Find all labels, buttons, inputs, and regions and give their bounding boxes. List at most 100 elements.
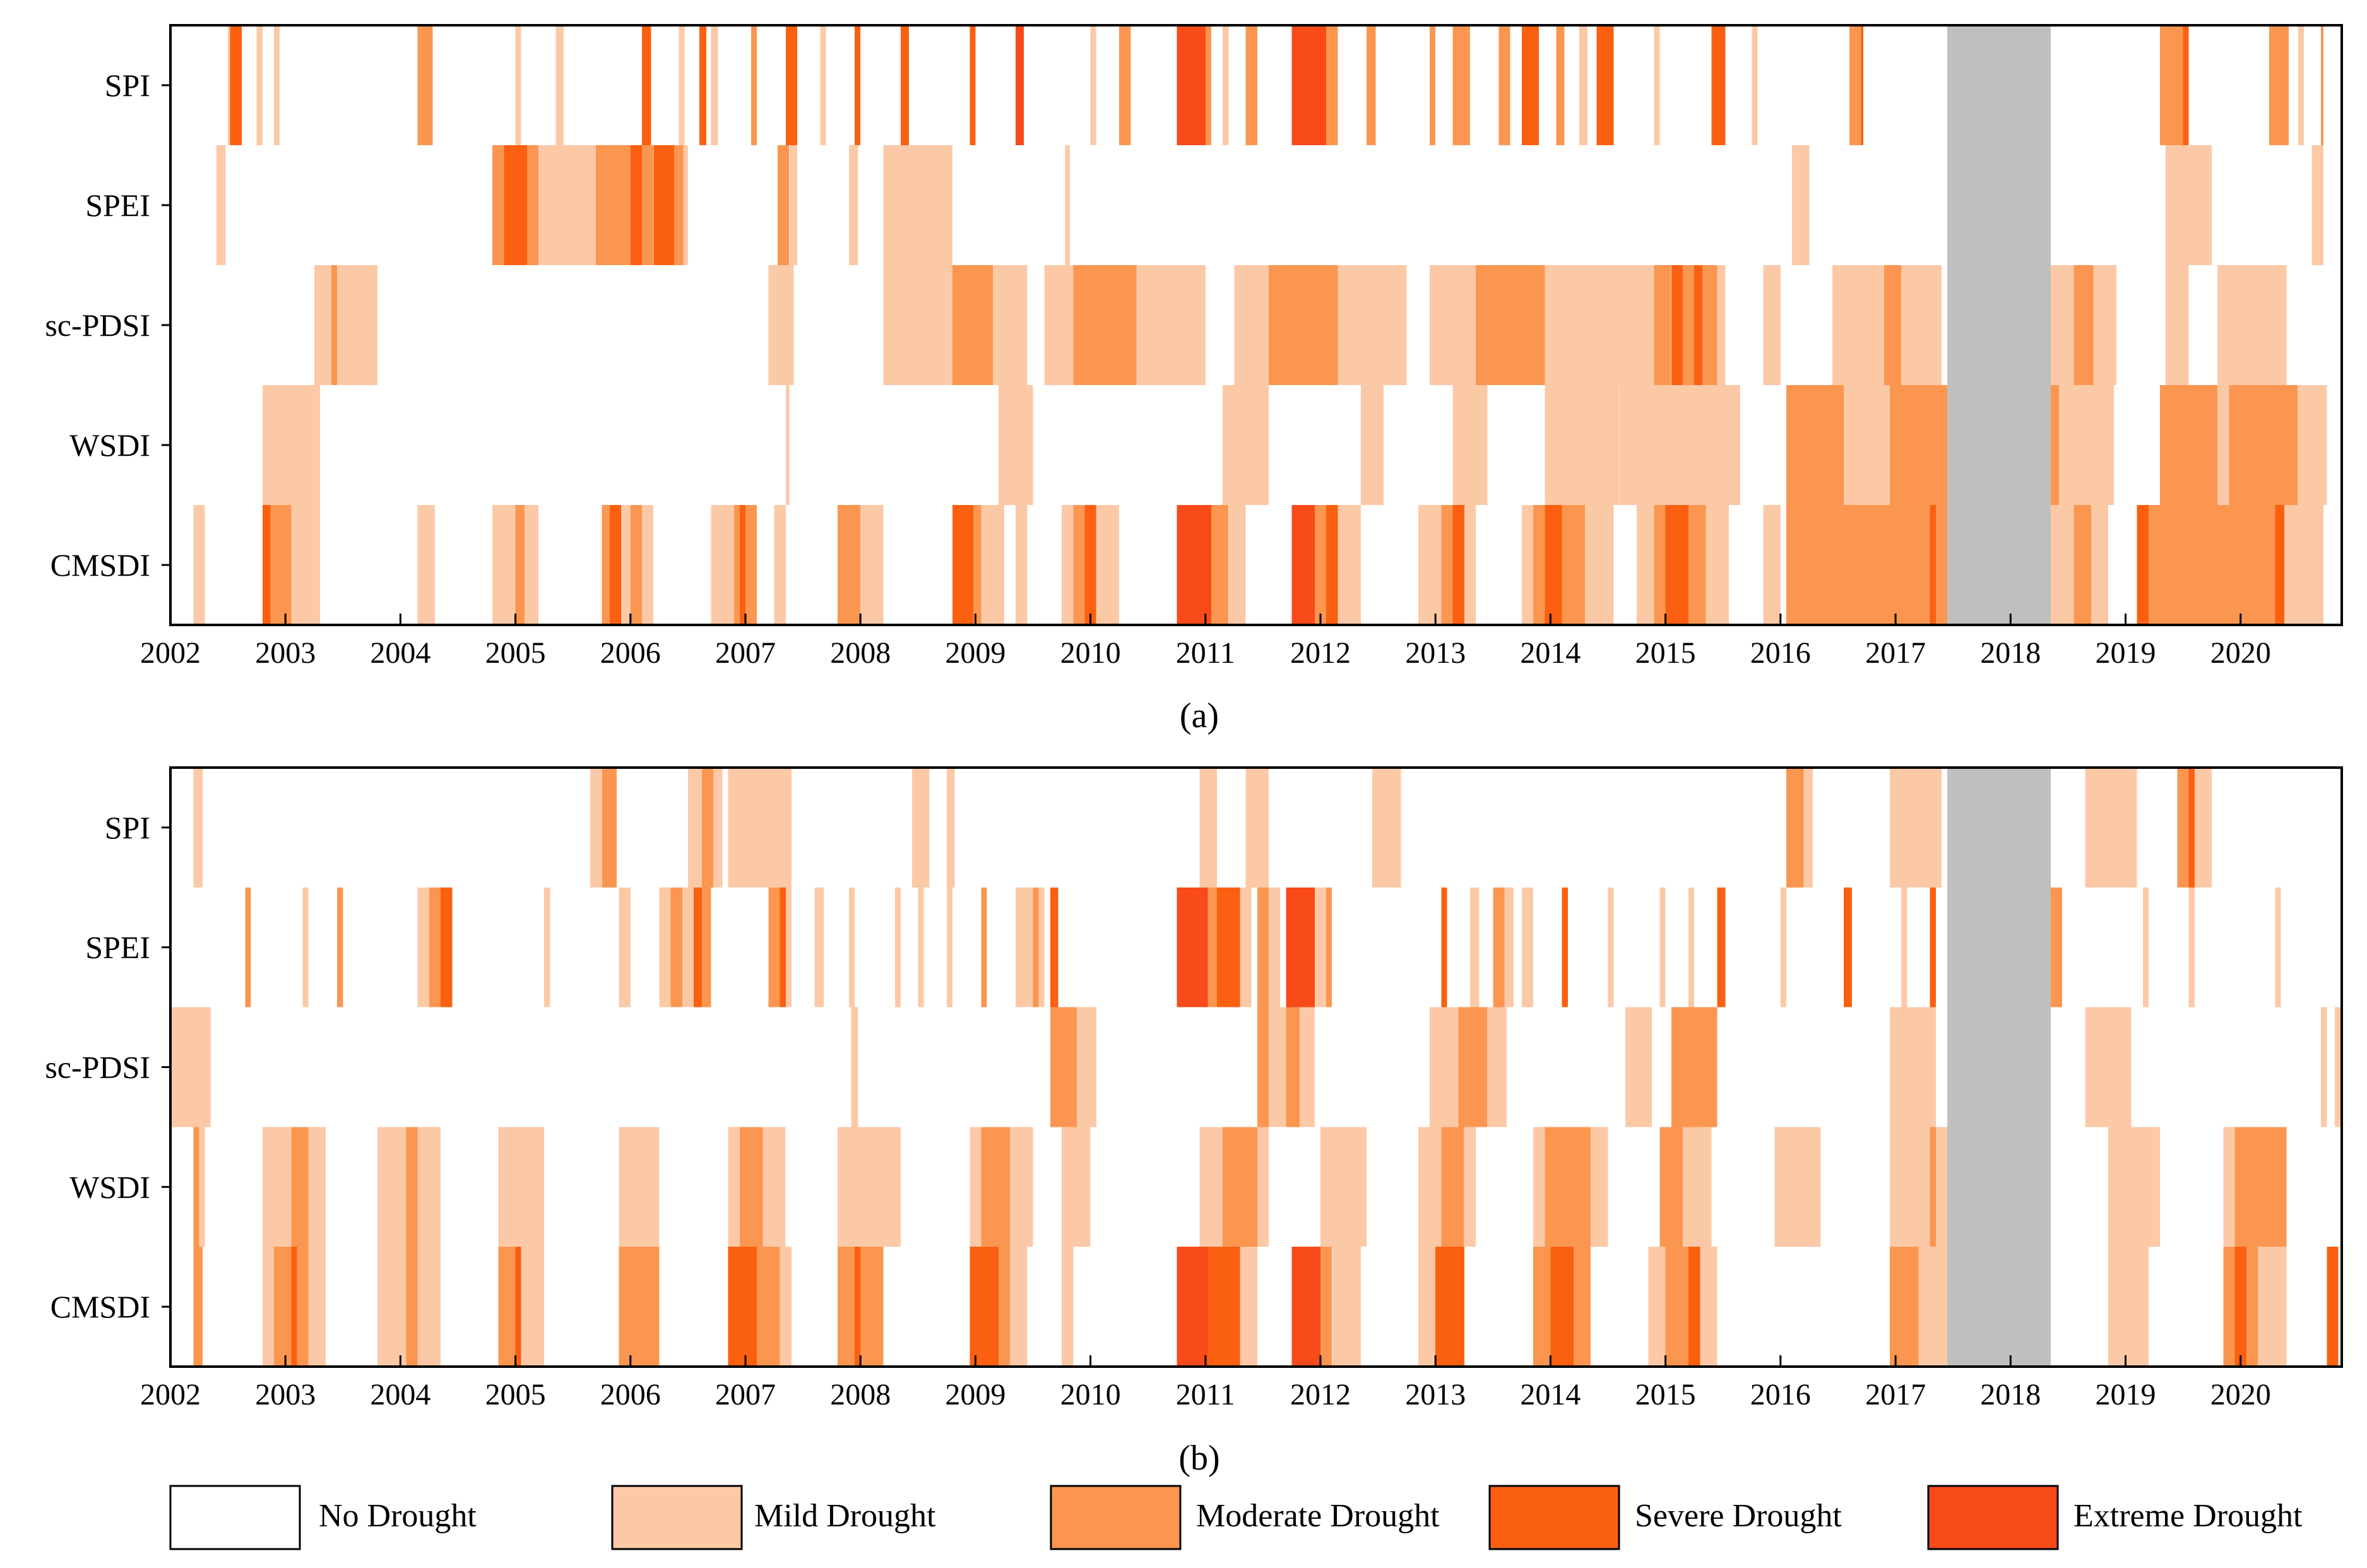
drought-cell-spi-15 [2085, 768, 2137, 888]
drought-cell-spei-1 [492, 145, 504, 265]
drought-cell-cmsdi-9 [610, 505, 622, 625]
drought-cell-cmsdi-39 [1889, 1247, 1919, 1367]
drought-cell-cmsdi-1 [262, 505, 271, 625]
drought-cell-cmsdi-41 [1545, 505, 1562, 625]
drought-cell-cmsdi-12 [642, 505, 654, 625]
drought-cell-wsdi-10 [1844, 385, 1890, 505]
drought-cell-spi-37 [1849, 25, 1861, 145]
legend-label-severe: Severe Drought [1635, 1498, 1842, 1534]
drought-cell-cmsdi-11 [630, 505, 642, 625]
drought-cell-sc-pdsi-5 [1269, 1007, 1286, 1127]
drought-cell-spei-22 [1016, 887, 1033, 1007]
drought-cell-cmsdi-47 [1688, 505, 1706, 625]
x-tick-label-2005: 2005 [485, 636, 546, 670]
drought-cell-wsdi-35 [1935, 1127, 1947, 1247]
x-tick-label-2014: 2014 [1520, 636, 1581, 670]
drought-cell-spei-37 [1493, 887, 1505, 1007]
drought-cell-spi-22 [1223, 25, 1229, 145]
drought-cell-cmsdi-27 [1096, 505, 1120, 625]
drought-cell-cmsdi-5 [308, 1247, 326, 1367]
drought-cell-spi-17 [2188, 768, 2195, 888]
drought-cell-sc-pdsi-21 [1717, 265, 1726, 385]
drought-cell-cmsdi-24 [1062, 505, 1074, 625]
drought-cell-spi-25 [1326, 25, 1338, 145]
drought-cell-spei-17 [2166, 145, 2212, 265]
drought-cell-spi-41 [2269, 25, 2289, 145]
drought-cell-cmsdi-30 [1228, 505, 1246, 625]
drought-cell-sc-pdsi-9 [1458, 1007, 1488, 1127]
drought-cell-cmsdi-42 [1562, 505, 1586, 625]
drought-cell-wsdi-11 [1889, 385, 1913, 505]
drought-cell-sc-pdsi-17 [1671, 265, 1683, 385]
drought-cell-cmsdi-4 [297, 1247, 309, 1367]
drought-cell-cmsdi-7 [525, 505, 539, 625]
drought-cell-spei-26 [1177, 887, 1208, 1007]
drought-cell-spei-7 [619, 887, 631, 1007]
drought-cell-cmsdi-8 [602, 505, 610, 625]
drought-cell-cmsdi-46 [2327, 1247, 2339, 1367]
drought-cell-spi-3 [274, 25, 280, 145]
drought-cell-sc-pdsi-4 [1257, 1007, 1269, 1127]
drought-cell-sc-pdsi-30 [2166, 265, 2189, 385]
x-tick-label-2012: 2012 [1290, 636, 1351, 670]
drought-cell-wsdi-17 [1010, 1127, 1033, 1247]
drought-cell-wsdi-14 [2058, 385, 2103, 505]
drought-cell-cmsdi-5 [492, 505, 516, 625]
drought-cell-wsdi-2 [998, 385, 1033, 505]
drought-cell-cmsdi-52 [1930, 505, 1936, 625]
x-tick-label-2007: 2007 [715, 1378, 776, 1411]
drought-cell-wsdi-3 [291, 1127, 309, 1247]
x-tick-label-2020: 2020 [2210, 636, 2271, 670]
drought-cell-wsdi-34 [1930, 1127, 1936, 1247]
drought-cell-spei-38 [1504, 887, 1514, 1007]
drought-cell-spei-7 [642, 145, 654, 265]
legend-swatch-moderate [1050, 1485, 1182, 1550]
drought-cell-cmsdi-18 [837, 505, 861, 625]
drought-cell-cmsdi-29 [1349, 1247, 1361, 1367]
drought-cell-sc-pdsi-3 [768, 265, 794, 385]
drought-cell-spei-9 [670, 887, 682, 1007]
drought-cell-sc-pdsi-19 [1694, 265, 1702, 385]
x-tick-label-2016: 2016 [1750, 1378, 1811, 1411]
drought-cell-spei-12 [701, 887, 711, 1007]
drought-cell-spei-29 [1240, 887, 1252, 1007]
drought-cell-spei-11 [694, 887, 702, 1007]
drought-cell-cmsdi-36 [1441, 505, 1453, 625]
drought-cell-spei-20 [946, 887, 952, 1007]
drought-cell-cmsdi-50 [1786, 505, 1867, 625]
drought-cell-spei-3 [526, 145, 538, 265]
drought-cell-sc-pdsi-27 [2073, 265, 2094, 385]
drought-cell-cmsdi-34 [1338, 505, 1361, 625]
x-tick-label-2004: 2004 [370, 636, 430, 670]
drought-cell-spi-18 [2194, 768, 2212, 888]
drought-cell-cmsdi-31 [1435, 1247, 1464, 1367]
drought-cell-cmsdi-40 [1533, 505, 1545, 625]
x-tick-label-2019: 2019 [2096, 1378, 2156, 1411]
drought-cell-wsdi-22 [1320, 1127, 1344, 1247]
drought-cell-cmsdi-2 [270, 505, 292, 625]
drought-cell-cmsdi-19 [970, 1247, 999, 1367]
x-tick-label-2009: 2009 [945, 1378, 1006, 1411]
drought-cell-wsdi-13 [2051, 385, 2059, 505]
drought-cell-wsdi-29 [1591, 1127, 1608, 1247]
drought-cell-sc-pdsi-9 [1136, 265, 1206, 385]
drought-cell-spi-0 [228, 25, 230, 145]
legend-item-moderate: Moderate Drought [1050, 1485, 1440, 1550]
drought-cell-spei-15 [785, 887, 792, 1007]
drought-cell-sc-pdsi-13 [1430, 265, 1476, 385]
drought-cell-spi-0 [193, 768, 203, 888]
drought-cell-cmsdi-22 [1062, 1247, 1074, 1367]
drought-cell-cmsdi-53 [1935, 505, 1947, 625]
drought-cell-spei-49 [2051, 887, 2063, 1007]
x-tick-label-2002: 2002 [140, 636, 201, 670]
drought-cell-sc-pdsi-11 [1625, 1007, 1652, 1127]
drought-cell-spi-7 [642, 25, 651, 145]
drought-cell-cmsdi-23 [1016, 505, 1028, 625]
drought-cell-cmsdi-42 [2223, 1247, 2235, 1367]
drought-cell-cmsdi-51 [1866, 505, 1930, 625]
drought-cell-spei-13 [768, 887, 780, 1007]
x-tick-label-2004: 2004 [370, 1378, 430, 1411]
drought-cell-spei-31 [1269, 887, 1281, 1007]
drought-cell-wsdi-5 [377, 1127, 406, 1247]
drought-cell-wsdi-9 [1786, 385, 1844, 505]
